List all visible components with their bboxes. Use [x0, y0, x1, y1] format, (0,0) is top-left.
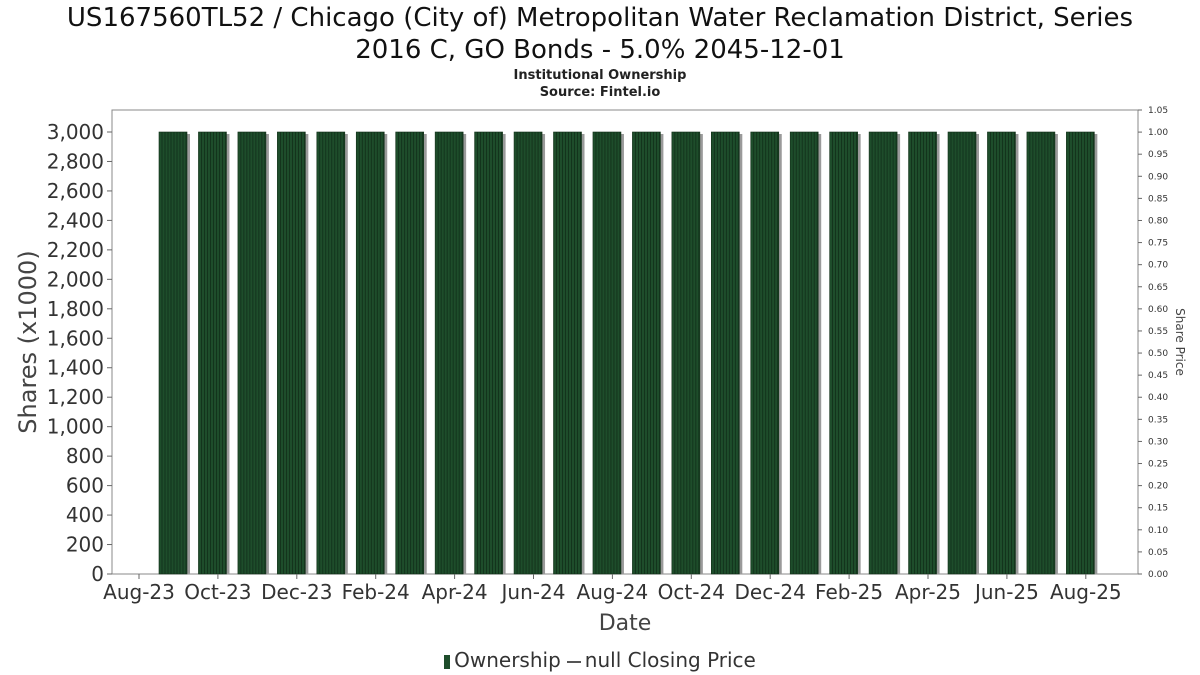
bar — [316, 131, 346, 575]
chart-title-line1: US167560TL52 / Chicago (City of) Metropo… — [66, 3, 1134, 33]
y2-tick-label: 0.70 — [1148, 261, 1168, 271]
bar — [671, 131, 701, 575]
chart-title-line2: 2016 C, GO Bonds - 5.0% 2045-12-01 — [355, 35, 845, 65]
ownership-legend-swatch — [444, 654, 451, 669]
bar — [237, 131, 267, 575]
y2-tick-label: 0.65 — [1148, 283, 1168, 293]
y-tick-label: 800 — [66, 444, 104, 468]
x-tick-label: Feb-24 — [342, 580, 410, 604]
x-tick-label: Jun-24 — [500, 580, 566, 604]
y-tick-label: 2,600 — [47, 179, 104, 203]
bar — [987, 131, 1016, 575]
y2-tick-label: 0.40 — [1148, 393, 1168, 403]
y2-tick-label: 0.45 — [1148, 371, 1168, 381]
y2-tick-label: 0.80 — [1148, 216, 1168, 226]
y-axis: 0 200 400 600 800 1,000 1,200 1,400 1,600 1,800 2,… — [47, 120, 112, 586]
bar — [1026, 131, 1056, 575]
bar — [710, 131, 740, 575]
legend-price: null Closing Price — [584, 648, 756, 672]
x-tick-label: Aug-23 — [103, 580, 175, 604]
y-tick-label: 1,000 — [47, 415, 104, 439]
y2-tick-label: 1.05 — [1148, 106, 1168, 116]
y2-tick-label: 0.30 — [1148, 437, 1168, 447]
y-tick-label: 2,800 — [47, 149, 104, 173]
x-tick-label: Feb-25 — [815, 580, 883, 604]
y-axis-label: Shares (x1000) — [14, 250, 42, 433]
bar — [789, 131, 819, 575]
bar — [395, 131, 425, 575]
bar — [355, 131, 385, 575]
x-tick-label: Apr-24 — [422, 580, 488, 604]
y2-tick-label: 0.10 — [1148, 526, 1168, 536]
x-tick-label: Oct-24 — [658, 580, 725, 604]
bar — [592, 131, 622, 575]
y-tick-label: 3,000 — [47, 120, 104, 144]
y2-tick-label: 0.95 — [1148, 150, 1168, 160]
x-tick-label: Jun-25 — [973, 580, 1039, 604]
chart-subtitle: Institutional Ownership — [513, 68, 687, 83]
x-tick-label: Aug-24 — [577, 580, 649, 604]
bar — [750, 131, 780, 575]
y2-tick-label: 0.60 — [1148, 305, 1168, 315]
y2-tick-label: 0.00 — [1148, 570, 1168, 580]
y2-tick-label: 0.05 — [1148, 548, 1168, 558]
y-tick-label: 1,400 — [47, 356, 104, 380]
bar — [434, 131, 464, 575]
bar — [632, 131, 661, 575]
y-tick-label: 200 — [66, 533, 104, 557]
legend-ownership: Ownership — [454, 648, 561, 672]
bar — [908, 131, 937, 575]
y-tick-label: 600 — [66, 474, 104, 498]
x-tick-label: Dec-24 — [735, 580, 806, 604]
y-tick-label: 1,600 — [47, 326, 104, 350]
y2-tick-label: 0.90 — [1148, 172, 1168, 182]
bar — [1066, 131, 1095, 575]
price-legend-line — [566, 660, 581, 663]
x-axis: Aug-23 Oct-23 Dec-23 Feb-24 Apr-24 Jun-24 Aug-… — [103, 574, 1122, 604]
x-axis-label: Date — [599, 611, 652, 636]
y-tick-label: 2,400 — [47, 208, 104, 232]
bar-group — [158, 131, 1098, 575]
y2-tick-label: 0.25 — [1148, 460, 1168, 470]
y2-tick-label: 0.75 — [1148, 239, 1168, 249]
y2-tick-label: 0.85 — [1148, 194, 1168, 204]
bar — [829, 131, 858, 575]
bar — [553, 131, 582, 575]
y2-tick-label: 0.20 — [1148, 482, 1168, 492]
y-tick-label: 400 — [66, 503, 104, 527]
y2-tick-label: 0.50 — [1148, 349, 1168, 359]
y2-tick-label: 1.00 — [1148, 128, 1168, 138]
x-tick-label: Aug-25 — [1050, 580, 1122, 604]
bar — [158, 131, 188, 575]
y-tick-label: 2,000 — [47, 267, 104, 291]
x-tick-label: Dec-23 — [261, 580, 332, 604]
bar — [198, 131, 227, 575]
bar — [868, 131, 898, 575]
x-tick-label: Apr-25 — [895, 580, 961, 604]
y-tick-label: 1,800 — [47, 297, 104, 321]
y-tick-label: 2,200 — [47, 238, 104, 262]
bar — [947, 131, 977, 575]
legend: Ownership null Closing Price — [0, 648, 1200, 672]
y2-axis: 0.00 0.05 0.10 0.15 0.20 0.25 0.30 0.35 0.40 0.45… — [1138, 106, 1168, 580]
bar — [513, 131, 543, 575]
chart-source: Source: Fintel.io — [539, 85, 661, 100]
y-tick-label: 1,200 — [47, 385, 104, 409]
y2-axis-label: Share Price — [1173, 308, 1187, 376]
bar — [474, 131, 503, 575]
y-tick-label: 0 — [91, 562, 104, 586]
x-tick-label: Oct-23 — [184, 580, 251, 604]
y2-tick-label: 0.55 — [1148, 327, 1168, 337]
y2-tick-label: 0.15 — [1148, 504, 1168, 514]
bar — [277, 131, 306, 575]
y2-tick-label: 0.35 — [1148, 415, 1168, 425]
